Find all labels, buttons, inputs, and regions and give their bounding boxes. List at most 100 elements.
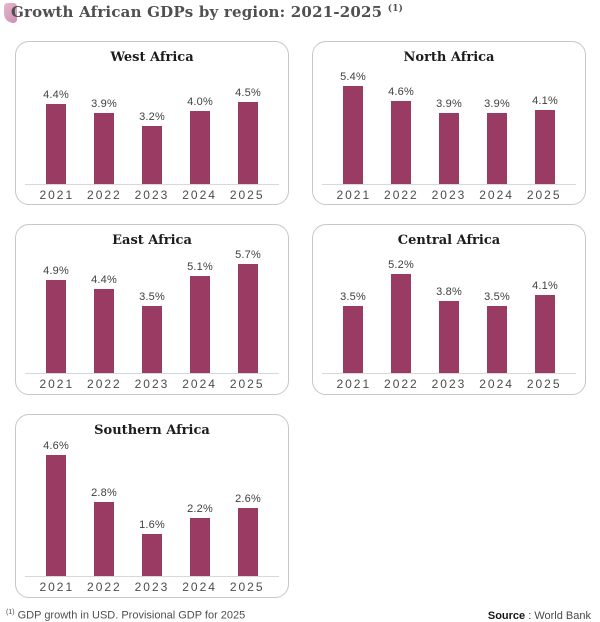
chart-card-central-africa: Central Africa 3.5% 5.2% 3.8% 3.5% 4.1% 2021… (312, 224, 586, 395)
x-axis: 2021 2022 2023 2024 2025 (25, 184, 279, 202)
bar (391, 273, 411, 373)
year-label: 2022 (384, 188, 419, 202)
bar-plot: 4.4% 3.9% 3.2% 4.0% 4.5% (24, 66, 280, 184)
value-label: 4.4% (91, 274, 117, 287)
bar (142, 125, 162, 184)
bar (439, 113, 459, 184)
x-axis: 2021 2022 2023 2024 2025 (25, 576, 279, 594)
bar (190, 111, 210, 184)
bar (94, 113, 114, 184)
bar (535, 109, 555, 184)
value-label: 4.6% (43, 439, 69, 452)
year-label: 2023 (134, 580, 170, 594)
bar-column: 2.8% (80, 439, 128, 576)
bar-column: 5.1% (176, 249, 224, 373)
chart-title: East Africa (112, 233, 192, 248)
value-label: 2.2% (187, 503, 213, 516)
year-label: 2025 (229, 377, 265, 391)
bar-column: 3.5% (329, 249, 377, 373)
value-label: 3.9% (91, 98, 117, 111)
bar-column: 5.2% (377, 249, 425, 373)
chart-card-north-africa: North Africa 5.4% 4.6% 3.9% 3.9% 4.1% 2021 20… (312, 41, 586, 205)
value-label: 5.2% (388, 258, 414, 271)
bar (46, 454, 66, 576)
year-label: 2021 (39, 188, 75, 202)
chart-card-southern-africa: Southern Africa 4.6% 2.8% 1.6% 2.2% 2.6% 202… (15, 414, 289, 598)
bar (46, 279, 66, 373)
bar-column: 3.9% (80, 66, 128, 184)
bar-column: 4.1% (521, 249, 569, 373)
bar-plot: 5.4% 4.6% 3.9% 3.9% 4.1% (321, 66, 577, 184)
bar-column: 4.6% (377, 66, 425, 184)
year-label: 2022 (87, 188, 122, 202)
value-label: 4.0% (187, 96, 213, 109)
bar (391, 100, 411, 184)
chart-card-east-africa: East Africa 4.9% 4.4% 3.5% 5.1% 5.7% 2021 202… (15, 224, 289, 395)
footnote-superscript: (1) (6, 609, 15, 616)
value-label: 4.5% (235, 87, 261, 100)
footnote: (1) GDP growth in USD. Provisional GDP f… (6, 609, 245, 622)
year-label: 2021 (39, 377, 75, 391)
bar (535, 294, 555, 373)
bar (46, 104, 66, 184)
page-header: Growth African GDPs by region: 2021-2025… (0, 0, 600, 29)
bar-plot: 4.6% 2.8% 1.6% 2.2% 2.6% (24, 439, 280, 576)
bar-column: 4.0% (176, 66, 224, 184)
chart-title: North Africa (403, 50, 495, 65)
charts-grid: West Africa 4.4% 3.9% 3.2% 4.0% 4.5% 2021 202… (15, 41, 586, 598)
bar-column: 3.9% (425, 66, 473, 184)
source-value: World Bank (534, 609, 591, 622)
bar (343, 85, 363, 184)
bar-column: 1.6% (128, 439, 176, 576)
year-label: 2023 (431, 188, 467, 202)
year-label: 2021 (39, 580, 75, 594)
year-label: 2024 (182, 580, 217, 594)
year-label: 2024 (182, 377, 217, 391)
year-label: 2022 (87, 377, 122, 391)
page-footer: (1) GDP growth in USD. Provisional GDP f… (6, 609, 591, 622)
bar-column: 3.2% (128, 66, 176, 184)
value-label: 3.2% (139, 110, 165, 123)
bar-column: 4.4% (32, 66, 80, 184)
bar (487, 306, 507, 373)
value-label: 3.8% (436, 285, 462, 298)
bar-plot: 4.9% 4.4% 3.5% 5.1% 5.7% (24, 249, 280, 373)
bar (94, 502, 114, 576)
x-axis: 2021 2022 2023 2024 2025 (322, 373, 576, 391)
bar-column: 2.2% (176, 439, 224, 576)
value-label: 3.5% (484, 291, 510, 304)
bar (190, 518, 210, 576)
page-title: Growth African GDPs by region: 2021-2025… (5, 3, 403, 21)
bar-column: 3.9% (473, 66, 521, 184)
chart-card-west-africa: West Africa 4.4% 3.9% 3.2% 4.0% 4.5% 2021 202… (15, 41, 289, 205)
bar (94, 289, 114, 373)
bar-column: 5.4% (329, 66, 377, 184)
value-label: 3.9% (436, 98, 462, 111)
chart-title: Central Africa (397, 233, 501, 248)
year-label: 2025 (229, 188, 265, 202)
bar (142, 533, 162, 576)
value-label: 4.6% (388, 85, 414, 98)
year-label: 2021 (336, 188, 372, 202)
bar-column: 5.7% (224, 249, 272, 373)
year-label: 2023 (134, 377, 170, 391)
bar (343, 306, 363, 373)
bar-column: 3.5% (128, 249, 176, 373)
bar-column: 4.6% (32, 439, 80, 576)
page-title-text: Growth African GDPs by region: 2021-2025 (11, 3, 383, 21)
bar-column: 2.6% (224, 439, 272, 576)
value-label: 5.4% (340, 70, 366, 83)
year-label: 2023 (431, 377, 467, 391)
bar-column: 4.9% (32, 249, 80, 373)
source: Source : World Bank (488, 610, 591, 622)
value-label: 4.4% (43, 89, 69, 102)
value-label: 3.5% (139, 291, 165, 304)
year-label: 2022 (384, 377, 419, 391)
bar (238, 507, 258, 576)
year-label: 2025 (229, 580, 265, 594)
source-label: Source (487, 609, 526, 622)
year-label: 2021 (336, 377, 372, 391)
title-accent-icon (4, 3, 17, 23)
value-label: 3.9% (484, 98, 510, 111)
title-footnote-ref: (1) (387, 4, 404, 14)
